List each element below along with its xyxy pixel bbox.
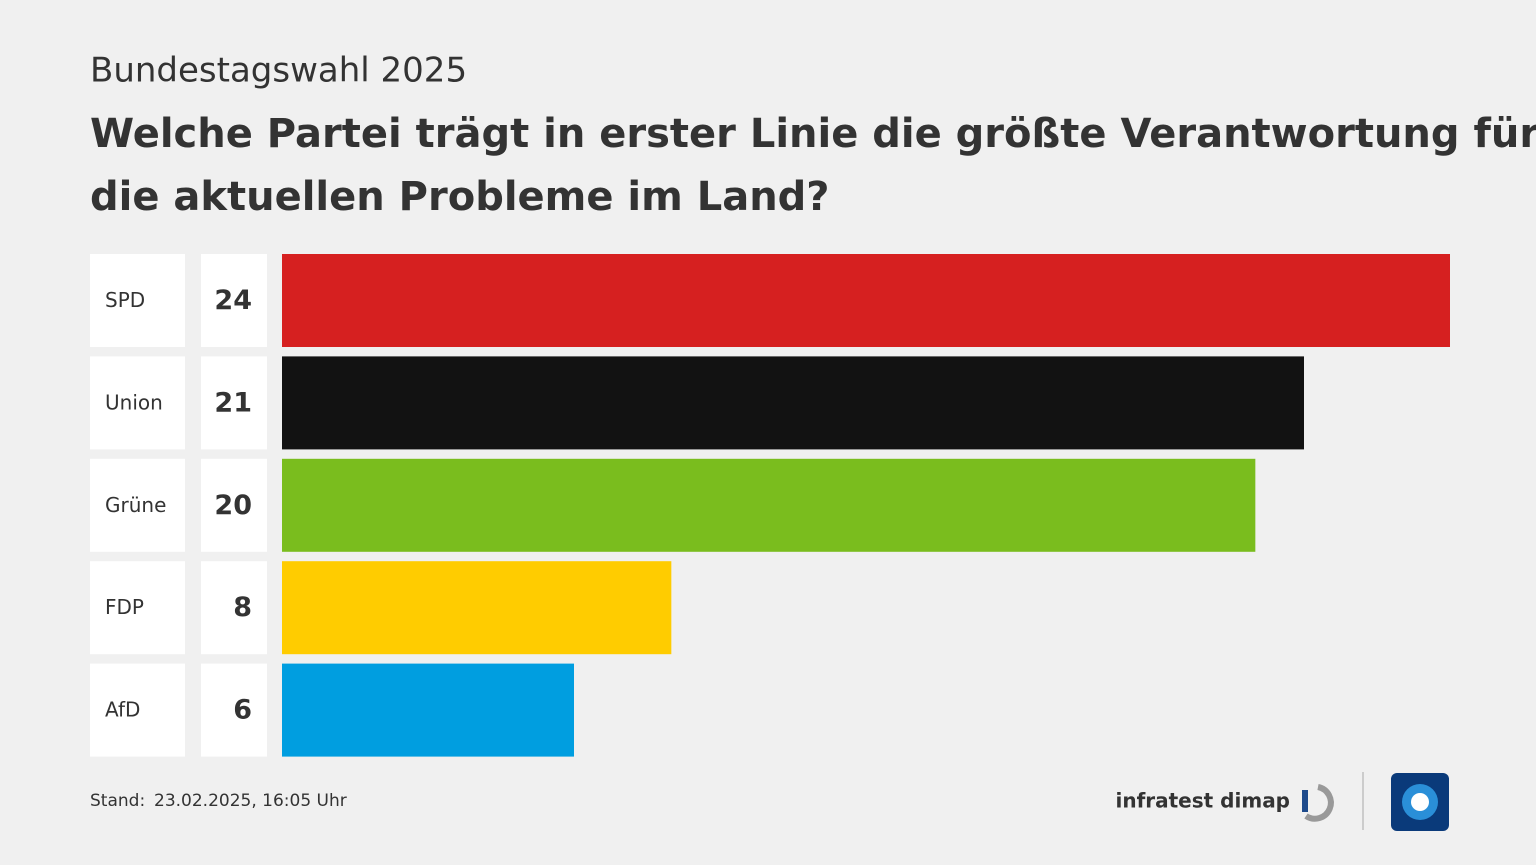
label-box [90,663,185,757]
source-logo-text: infratest dimap [1115,789,1290,813]
label-box [90,356,185,450]
category-label: SPD [105,288,145,312]
bar [282,561,672,655]
value-label: 8 [233,592,252,623]
value-box [201,458,267,552]
label-box [90,254,185,347]
broadcaster-logo [1391,773,1449,831]
label-box [90,458,185,552]
chart-subtitle: Bundestagswahl 2025 [90,51,467,91]
source-logo-icon [1302,784,1334,822]
footer-label: Stand: [90,791,145,811]
value-label: 24 [214,285,252,316]
footer-date: 23.02.2025, 16:05 Uhr [154,791,347,811]
value-label: 6 [233,695,252,726]
value-box [201,561,267,655]
value-label: 20 [214,490,252,521]
label-box [90,561,185,655]
chart-title: Welche Partei trägt in erster Linie die … [90,111,1536,157]
bar [282,663,574,757]
value-label: 21 [214,387,252,418]
category-label: Union [105,390,163,414]
bar [282,356,1304,450]
value-box [201,356,267,450]
value-box [201,663,267,757]
chart-title: die aktuellen Probleme im Land? [90,174,830,220]
value-box [201,254,267,347]
category-label: FDP [105,595,144,619]
category-label: AfD [105,698,140,722]
category-label: Grüne [105,493,166,517]
bar [282,254,1450,347]
bar [282,458,1256,552]
